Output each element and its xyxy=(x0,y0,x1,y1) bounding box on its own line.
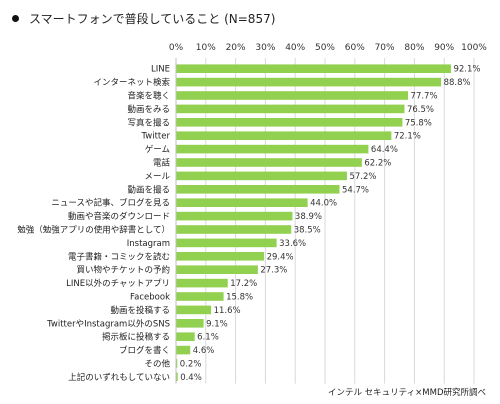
value-label: 9.1% xyxy=(206,319,228,329)
category-label: 動画や音楽のダウンロード xyxy=(68,211,170,222)
category-label: 動画を撮る xyxy=(127,184,170,195)
category-label: 勉強（勉強アプリの使用や辞書として） xyxy=(17,225,170,236)
value-label: 76.5% xyxy=(407,105,434,115)
category-label: 音楽を聴く xyxy=(127,91,170,102)
x-tick-label: 20% xyxy=(226,43,246,53)
value-label: 57.2% xyxy=(349,172,376,182)
bar xyxy=(176,104,405,114)
bar xyxy=(176,359,178,368)
category-label: 動画を投稿する xyxy=(110,305,170,316)
value-label: 92.1% xyxy=(453,65,480,75)
bar xyxy=(176,171,347,181)
chart-source: インテル セキュリティ×MMD研究所調べ xyxy=(327,388,486,398)
bar xyxy=(176,158,362,167)
category-label: Instagram xyxy=(127,239,170,249)
value-label: 17.2% xyxy=(230,279,257,289)
bar xyxy=(176,238,277,248)
bar xyxy=(176,77,442,87)
category-label: 買い物やチケットの予約 xyxy=(76,265,170,276)
category-label: メール xyxy=(144,172,170,182)
value-label: 75.8% xyxy=(405,118,432,128)
value-label: 88.8% xyxy=(444,78,471,88)
category-label: ニュースや記事、ブログを見る xyxy=(51,198,170,209)
category-label: Twitter xyxy=(141,132,171,142)
bar xyxy=(176,91,409,100)
category-label: 上記のいずれもしていない xyxy=(68,372,170,383)
bar xyxy=(176,292,224,301)
bar xyxy=(176,372,178,382)
bar xyxy=(176,198,308,207)
bar xyxy=(176,305,212,315)
value-label: 6.1% xyxy=(197,333,219,343)
bar xyxy=(176,265,258,274)
category-label: 動画をみる xyxy=(127,104,170,115)
value-label: 38.9% xyxy=(295,212,322,222)
chart-title: スマートフォンで普段していること (N=857) xyxy=(29,12,276,26)
value-label: 44.0% xyxy=(310,199,337,209)
x-tick-label: 30% xyxy=(255,43,275,53)
value-label: 15.8% xyxy=(226,293,253,303)
x-tick-label: 90% xyxy=(434,43,454,53)
value-label: 62.2% xyxy=(364,159,391,169)
value-label: 72.1% xyxy=(394,132,421,142)
bar xyxy=(176,345,191,355)
bar xyxy=(176,319,204,328)
bar xyxy=(176,225,292,234)
x-tick-label: 60% xyxy=(345,43,365,53)
chart-title-row: スマートフォンで普段していること (N=857) xyxy=(12,10,275,27)
value-label: 38.5% xyxy=(294,226,321,236)
value-label: 29.4% xyxy=(267,252,294,262)
x-tick-label: 80% xyxy=(404,43,424,53)
value-label: 54.7% xyxy=(342,185,369,195)
category-label: ブログを書く xyxy=(119,345,170,356)
bar xyxy=(176,144,369,154)
bar xyxy=(176,332,195,341)
category-label: インターネット検索 xyxy=(93,77,170,88)
bar xyxy=(176,185,340,194)
value-label: 77.7% xyxy=(411,92,438,102)
bar xyxy=(176,118,403,127)
value-label: 0.4% xyxy=(180,373,202,383)
x-tick-label: 10% xyxy=(196,43,216,53)
x-tick-label: 70% xyxy=(375,43,395,53)
category-label: TwitterやInstagram以外のSNS xyxy=(46,318,170,329)
value-label: 27.3% xyxy=(260,266,287,276)
category-label: LINE以外のチャットアプリ xyxy=(66,278,170,289)
category-label: Facebook xyxy=(130,293,170,303)
category-label: ゲーム xyxy=(145,144,170,155)
category-label: 電子書籍・コミックを読む xyxy=(68,251,170,262)
category-label: 掲示板に投稿する xyxy=(102,332,170,343)
bar xyxy=(176,278,228,288)
category-label: その他 xyxy=(144,359,170,370)
bullet-icon xyxy=(12,15,19,22)
value-label: 11.6% xyxy=(214,306,241,316)
x-tick-label: 40% xyxy=(285,43,305,53)
value-label: 0.2% xyxy=(180,360,202,370)
value-label: 64.4% xyxy=(371,145,398,155)
bar xyxy=(176,131,392,140)
value-label: 4.6% xyxy=(193,346,215,356)
x-tick-label: 100% xyxy=(461,43,487,53)
bar xyxy=(176,211,293,221)
bar xyxy=(176,252,265,261)
x-tick-label: 0% xyxy=(169,43,184,53)
value-label: 33.6% xyxy=(279,239,306,249)
category-label: 写真を撮る xyxy=(127,117,170,128)
category-label: 電話 xyxy=(153,158,171,169)
category-label: LINE xyxy=(151,65,170,75)
bar xyxy=(176,64,451,73)
x-tick-label: 50% xyxy=(315,43,335,53)
